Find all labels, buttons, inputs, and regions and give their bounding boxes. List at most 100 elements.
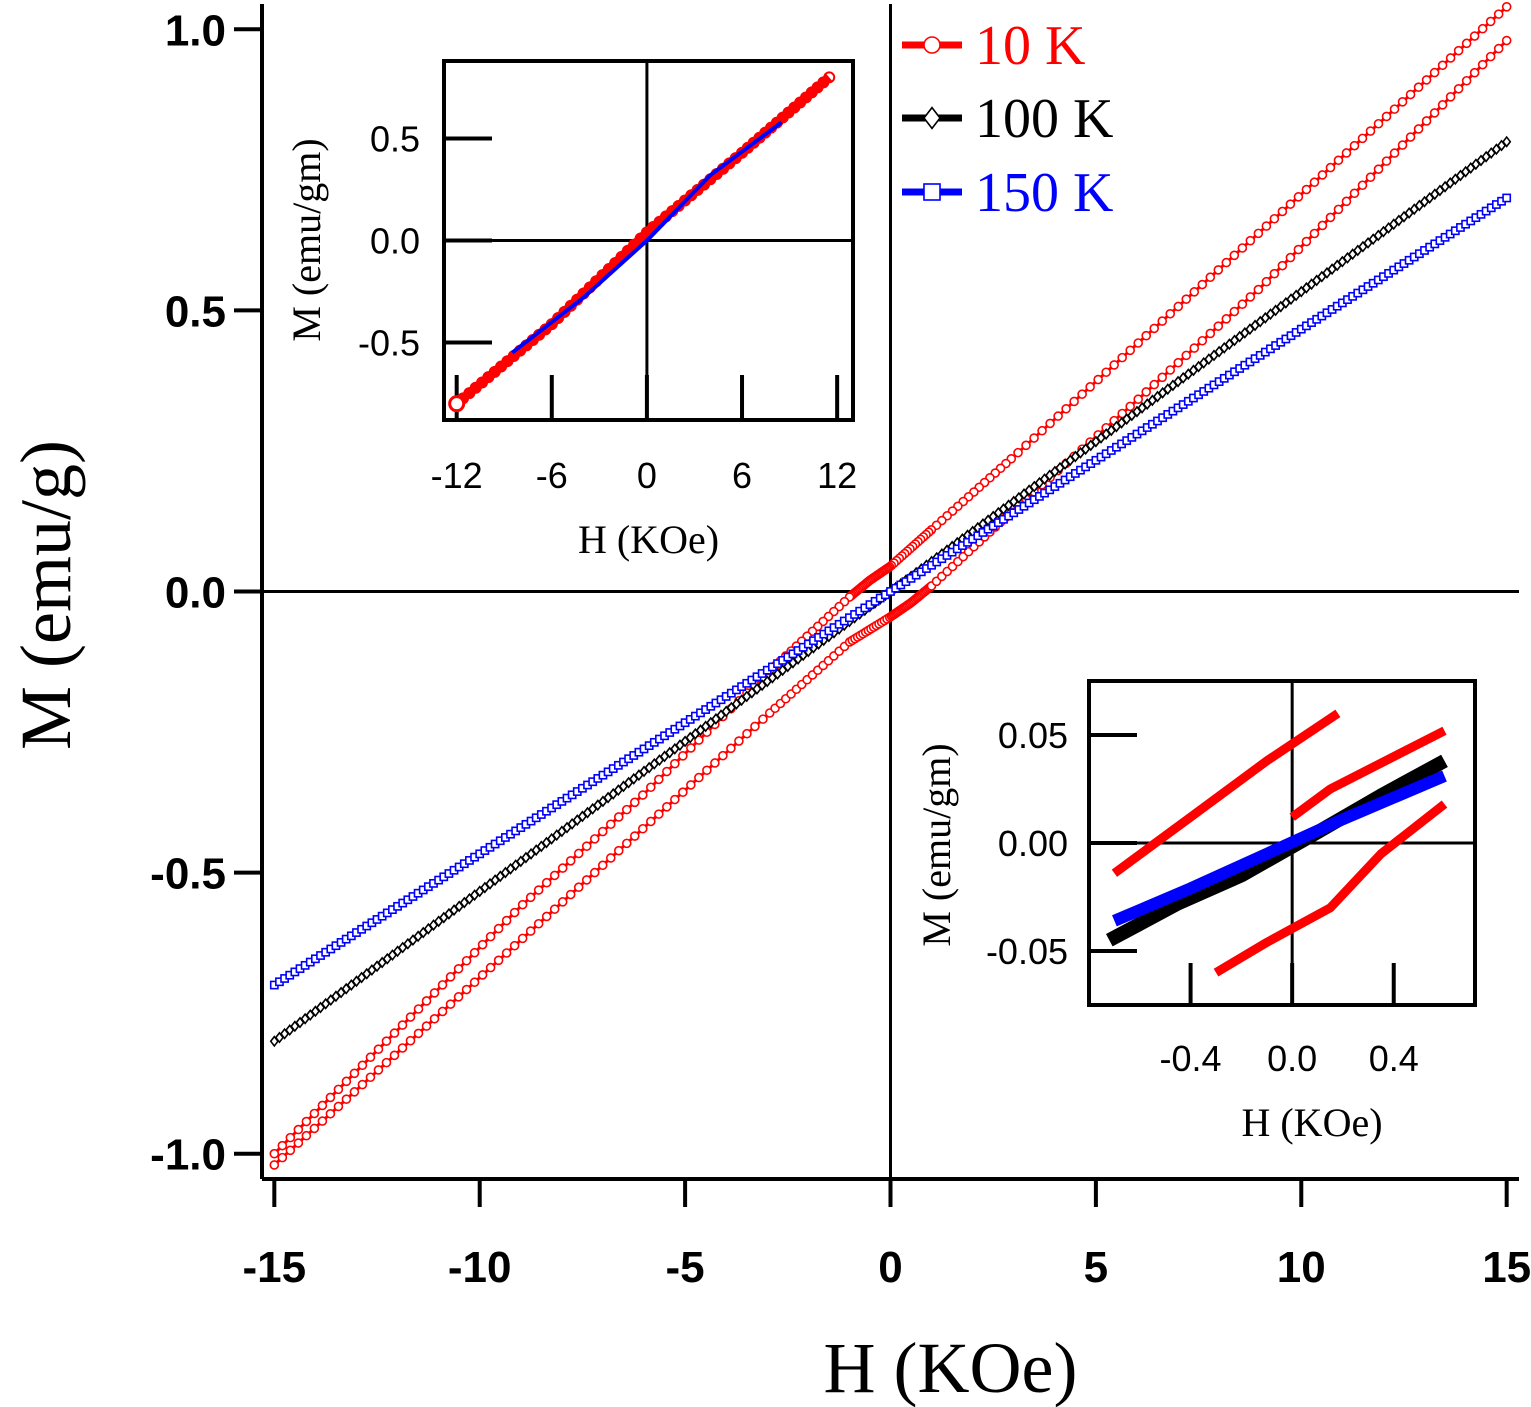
data-point xyxy=(694,772,704,783)
data-point xyxy=(1309,177,1320,188)
data-point xyxy=(453,963,464,974)
inset-y-axis-title: M (emu/gm) xyxy=(914,743,959,946)
x-tick-label: -5 xyxy=(666,1243,705,1292)
data-point xyxy=(1117,408,1127,419)
data-point xyxy=(1485,16,1496,27)
data-point xyxy=(341,1076,352,1087)
data-point xyxy=(1493,43,1504,54)
data-point xyxy=(613,812,624,822)
data-point xyxy=(597,860,608,871)
data-point xyxy=(549,870,560,881)
data-point xyxy=(1445,53,1456,63)
data-point xyxy=(413,1028,424,1039)
data-point xyxy=(1317,220,1328,231)
inset-series-line xyxy=(1112,770,1447,927)
y-tick-label: -1.0 xyxy=(150,1131,226,1180)
data-point xyxy=(670,758,680,769)
data-point xyxy=(1245,292,1256,302)
data-point xyxy=(421,1021,432,1031)
data-point xyxy=(1285,252,1296,263)
x-tick-label: 5 xyxy=(1084,1243,1108,1292)
data-point xyxy=(605,853,616,863)
inset-plot-full-range: -12 -6 0 6 12 -0.5 0.0 0.5 H (KOe) M (emu/gm) xyxy=(284,59,857,562)
data-point xyxy=(552,312,565,325)
data-point xyxy=(517,899,528,910)
data-point xyxy=(1141,330,1152,341)
data-point xyxy=(1333,204,1344,215)
inset-plot-zoomed: -0.4 0.0 0.4 -0.05 0.00 0.05 H (KOe) M (emu/gm) xyxy=(914,679,1477,1145)
data-point xyxy=(485,962,496,973)
main-plot: -15 -10 -5 0 5 10 15 -1.0 -0.5 0.0 0.5 1.0 H (KOe) M … xyxy=(6,2,1531,1407)
data-point xyxy=(541,911,552,922)
data-point xyxy=(1229,250,1240,261)
data-point xyxy=(646,782,656,793)
data-point xyxy=(1269,268,1280,279)
data-point xyxy=(469,947,480,958)
y-axis-title: M (emu/g) xyxy=(6,440,86,750)
data-point xyxy=(541,877,552,888)
data-point xyxy=(1502,193,1512,203)
inset-y-tick-label: 0.5 xyxy=(370,119,420,160)
data-point xyxy=(1133,394,1144,405)
data-point xyxy=(1309,228,1320,239)
data-point xyxy=(573,882,584,893)
data-point xyxy=(1341,148,1352,158)
data-point xyxy=(269,1148,280,1159)
data-point xyxy=(581,841,592,851)
inset-x-tick-label: 6 xyxy=(732,455,752,496)
data-point xyxy=(405,1012,416,1022)
data-point xyxy=(1429,67,1440,78)
data-point xyxy=(1045,418,1055,429)
inset-x-tick-label: 12 xyxy=(817,455,857,496)
data-point xyxy=(654,809,664,819)
x-tick-label: -10 xyxy=(448,1243,512,1292)
data-point xyxy=(341,1094,352,1104)
data-point xyxy=(1381,111,1392,122)
data-point xyxy=(1349,140,1360,151)
inset-y-axis-title: M (emu/gm) xyxy=(284,138,329,341)
inset-series-line-blue xyxy=(510,120,783,355)
inset-y-tick-label: 0.00 xyxy=(998,823,1068,864)
data-point xyxy=(301,1130,312,1141)
data-point xyxy=(1253,228,1264,239)
data-point xyxy=(525,892,536,903)
data-point xyxy=(453,992,464,1002)
data-point xyxy=(509,907,520,918)
data-point xyxy=(373,1065,384,1075)
data-point xyxy=(565,889,576,900)
data-point xyxy=(662,802,672,812)
data-point xyxy=(1101,367,1111,378)
data-point xyxy=(445,999,456,1009)
data-point xyxy=(742,728,752,739)
data-point xyxy=(1277,206,1288,217)
data-point xyxy=(277,1152,288,1163)
y-tick-label: 0.5 xyxy=(165,287,226,336)
legend: 10 K 100 K 150 K xyxy=(902,15,1113,224)
inset-x-axis-title: H (KOe) xyxy=(1241,1100,1382,1145)
data-point xyxy=(309,1123,320,1134)
data-point xyxy=(421,996,432,1006)
data-point xyxy=(1349,188,1360,199)
data-point xyxy=(397,1043,408,1053)
data-point xyxy=(1029,433,1039,443)
data-point xyxy=(726,743,736,754)
data-point xyxy=(1477,59,1488,70)
data-point xyxy=(1213,321,1224,331)
inset-series-line xyxy=(1289,726,1447,821)
data-point xyxy=(469,977,480,988)
data-point xyxy=(477,939,488,950)
data-point xyxy=(1069,396,1079,407)
inset-y-tick-label: 0.0 xyxy=(370,221,420,262)
data-point xyxy=(1157,372,1168,383)
data-point xyxy=(325,1108,336,1119)
data-point xyxy=(501,915,512,926)
data-point xyxy=(285,1132,296,1143)
data-point xyxy=(493,923,504,934)
data-point xyxy=(1502,135,1512,148)
data-point xyxy=(549,904,560,914)
data-point xyxy=(1333,155,1344,166)
data-point xyxy=(1493,9,1504,19)
data-point xyxy=(654,774,664,785)
data-point xyxy=(349,1068,360,1079)
